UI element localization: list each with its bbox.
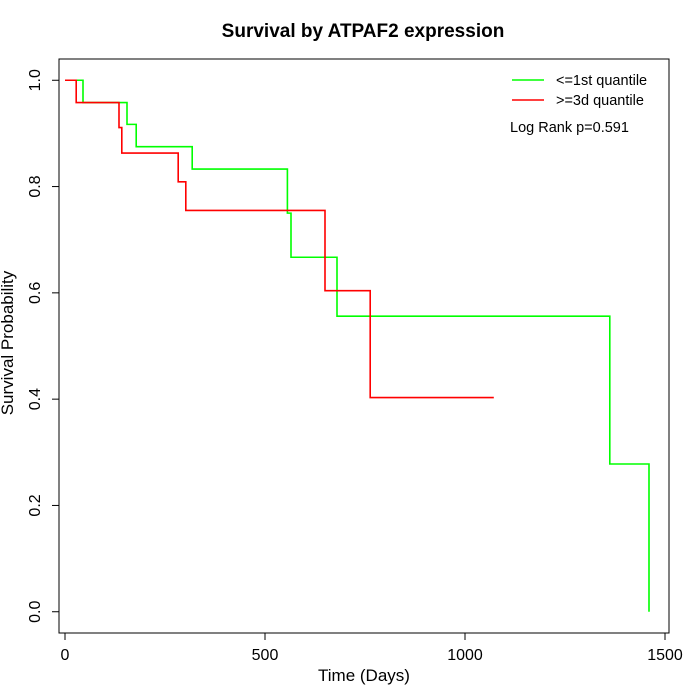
x-axis: 0 500 1000 1500 (61, 632, 683, 664)
series-line-2 (65, 79, 494, 399)
y-tick-label: 1.0 (27, 69, 44, 91)
y-tick-label: 0.0 (27, 601, 44, 623)
legend-label: <=1st quantile (556, 73, 647, 89)
x-tick-label: 500 (252, 647, 279, 664)
y-tick-label: 0.8 (27, 175, 44, 197)
x-tick-label: 1000 (447, 647, 483, 664)
series-layer (65, 79, 650, 612)
log-rank-annotation: Log Rank p=0.591 (510, 120, 629, 136)
x-tick-label: 0 (61, 647, 70, 664)
y-tick-label: 0.6 (27, 282, 44, 304)
y-axis: 0.0 0.2 0.4 0.6 0.8 1.0 (27, 69, 60, 623)
legend-label: >=3d quantile (556, 93, 644, 109)
y-axis-label: Survival Probability (0, 270, 17, 415)
y-tick-label: 0.2 (27, 494, 44, 516)
series-line-1 (65, 79, 650, 612)
legend: <=1st quantile >=3d quantile (512, 73, 647, 109)
y-tick-label: 0.4 (27, 388, 44, 410)
x-tick-label: 1500 (647, 647, 683, 664)
x-axis-label: Time (Days) (318, 666, 410, 685)
plot-frame (58, 58, 670, 634)
chart-title: Survival by ATPAF2 expression (222, 21, 505, 42)
